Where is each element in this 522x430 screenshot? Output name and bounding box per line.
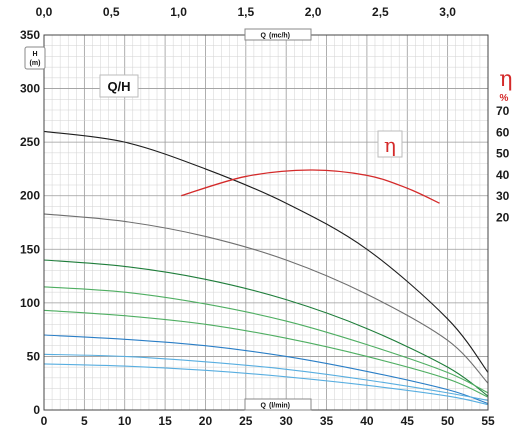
y-left-tick-label: 300 — [20, 82, 40, 96]
y-right-tick-label: 40 — [496, 168, 510, 182]
qh-curve-5 — [43, 309, 489, 398]
x-top-tick-label: 2,5 — [372, 5, 389, 19]
efficiency-axis-symbol: η — [499, 67, 512, 92]
x-top-tick-label: 2,0 — [305, 5, 322, 19]
y-left-tick-label: 350 — [20, 28, 40, 42]
y-axis-unit: (m) — [30, 60, 41, 67]
y-left-tick-label: 0 — [33, 403, 40, 417]
y-right-tick-label: 30 — [496, 189, 510, 203]
curves — [43, 130, 489, 406]
x-bottom-tick-label: 10 — [118, 414, 132, 428]
x-top-tick-label: 1,0 — [170, 5, 187, 19]
top-x-label: Q — [261, 33, 267, 40]
x-top-tick-label: 0,0 — [36, 5, 53, 19]
qh-curve-6 — [43, 334, 489, 405]
x-top-tick-label: 0,5 — [103, 5, 120, 19]
top-x-label-box — [244, 28, 312, 41]
y-right-tick-label: 60 — [496, 125, 510, 139]
y-right-tick-label: 50 — [496, 147, 510, 161]
y-right-tick-label: 70 — [496, 104, 510, 118]
efficiency-label-box — [377, 130, 403, 158]
x-bottom-tick-label: 25 — [239, 414, 253, 428]
x-bottom-tick-label: 35 — [320, 414, 334, 428]
bottom-x-label-box — [244, 398, 312, 411]
x-bottom-tick-label: 20 — [199, 414, 213, 428]
x-bottom-tick-label: 40 — [360, 414, 374, 428]
y-left-tick-label: 50 — [27, 349, 41, 363]
efficiency-curve — [181, 169, 440, 204]
y-right-tick-label: 20 — [496, 211, 510, 225]
efficiency-curve-group — [181, 169, 440, 204]
efficiency-label: η — [384, 133, 396, 157]
x-bottom-tick-label: 5 — [81, 414, 88, 428]
top-x-unit: (mc/h) — [269, 33, 290, 40]
qh-curve-2 — [43, 213, 489, 384]
y-left-tick-label: 100 — [20, 296, 40, 310]
x-bottom-tick-label: 30 — [280, 414, 294, 428]
x-bottom-tick-label: 55 — [481, 414, 495, 428]
y-axis-label: H — [32, 51, 37, 58]
y-left-tick-label: 150 — [20, 242, 40, 256]
x-bottom-tick-label: 45 — [401, 414, 415, 428]
qh-curve-8 — [43, 363, 489, 406]
y-left-tick-label: 200 — [20, 189, 40, 203]
x-top-tick-label: 1,5 — [237, 5, 254, 19]
tick-labels: 0 5 10 15 20 25 30 35 40 45 50 55 0,0 0,5 1,0 1,5 2,0 2,5… — [20, 5, 510, 428]
curve-label-box — [99, 74, 139, 98]
efficiency-axis-unit: % — [500, 93, 509, 104]
bottom-x-unit: (l/min) — [269, 403, 290, 410]
qh-curve-1 — [43, 130, 489, 373]
x-top-tick-label: 3,0 — [439, 5, 456, 19]
x-bottom-tick-label: 50 — [441, 414, 455, 428]
qh-curve-7 — [43, 353, 489, 401]
y-axis-label-box — [24, 46, 46, 70]
qh-curve-3 — [43, 259, 489, 397]
qh-curve-4 — [43, 286, 489, 394]
curve-label: Q/H — [107, 79, 130, 94]
x-bottom-tick-label: 0 — [41, 414, 48, 428]
y-left-tick-label: 250 — [20, 135, 40, 149]
bottom-x-label: Q — [261, 403, 267, 410]
x-bottom-tick-label: 15 — [158, 414, 172, 428]
